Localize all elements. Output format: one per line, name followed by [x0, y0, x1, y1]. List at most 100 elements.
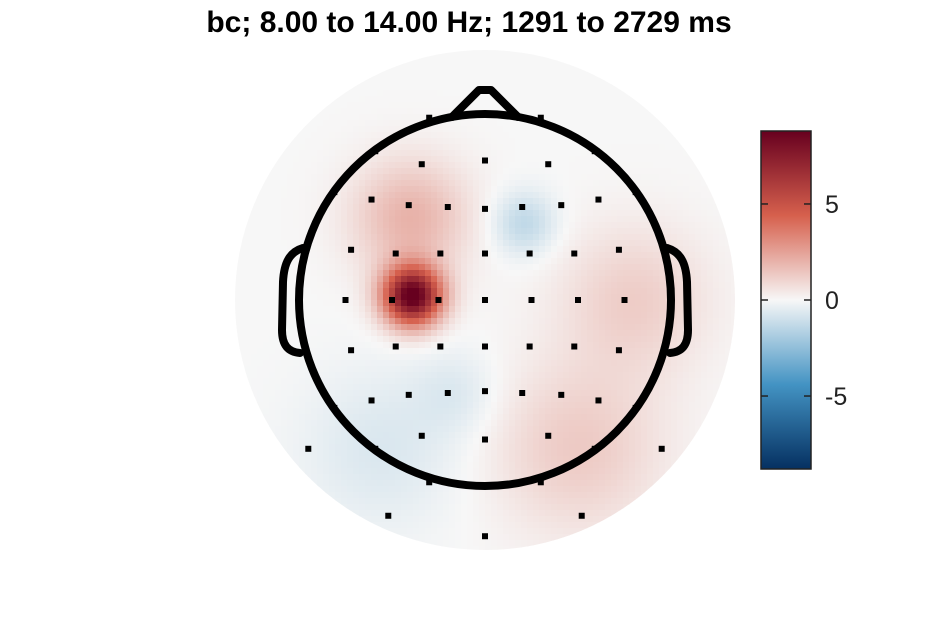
- heatmap-cell: [569, 372, 576, 379]
- heatmap-cell: [617, 276, 624, 283]
- heatmap-cell: [431, 336, 438, 343]
- heatmap-cell: [563, 372, 570, 379]
- heatmap-cell: [461, 198, 468, 205]
- heatmap-cell: [467, 150, 474, 157]
- heatmap-cell: [317, 168, 324, 175]
- heatmap-cell: [437, 288, 444, 295]
- heatmap-cell: [335, 162, 342, 169]
- heatmap-cell: [383, 96, 390, 103]
- heatmap-cell: [389, 210, 396, 217]
- heatmap-cell: [395, 108, 402, 115]
- heatmap-cell: [623, 84, 630, 91]
- heatmap-cell: [389, 252, 396, 259]
- heatmap-cell: [551, 294, 558, 301]
- heatmap-cell: [359, 312, 366, 319]
- heatmap-cell: [515, 354, 522, 361]
- heatmap-cell: [563, 300, 570, 307]
- heatmap-cell: [389, 126, 396, 133]
- heatmap-cell: [443, 252, 450, 259]
- heatmap-cell: [533, 264, 540, 271]
- heatmap-cell: [617, 54, 624, 61]
- heatmap-cell: [251, 204, 258, 211]
- heatmap-cell: [371, 342, 378, 349]
- heatmap-cell: [317, 198, 324, 205]
- heatmap-cell: [359, 192, 366, 199]
- heatmap-cell: [719, 156, 726, 163]
- heatmap-cell: [515, 366, 522, 373]
- heatmap-cell: [287, 372, 294, 379]
- heatmap-cell: [515, 60, 522, 67]
- heatmap-cell: [245, 210, 252, 217]
- heatmap-cell: [473, 342, 480, 349]
- heatmap-cell: [245, 336, 252, 343]
- heatmap-cell: [509, 144, 516, 151]
- heatmap-cell: [395, 384, 402, 391]
- heatmap-cell: [311, 120, 318, 127]
- heatmap-cell: [467, 186, 474, 193]
- heatmap-cell: [545, 294, 552, 301]
- heatmap-cell: [341, 108, 348, 115]
- heatmap-cell: [281, 402, 288, 409]
- heatmap-cell: [353, 384, 360, 391]
- heatmap-cell: [353, 396, 360, 403]
- heatmap-cell: [353, 60, 360, 67]
- heatmap-cell: [677, 288, 684, 295]
- heatmap-cell: [605, 84, 612, 91]
- heatmap-cell: [719, 282, 726, 289]
- heatmap-cell: [653, 138, 660, 145]
- heatmap-cell: [569, 348, 576, 355]
- heatmap-cell: [311, 90, 318, 97]
- heatmap-cell: [533, 204, 540, 211]
- heatmap-cell: [473, 168, 480, 175]
- heatmap-cell: [731, 90, 735, 97]
- heatmap-cell: [659, 258, 666, 265]
- heatmap-cell: [611, 288, 618, 295]
- heatmap-cell: [521, 396, 528, 403]
- heatmap-cell: [377, 96, 384, 103]
- heatmap-cell: [431, 306, 438, 313]
- heatmap-cell: [359, 96, 366, 103]
- heatmap-cell: [371, 240, 378, 247]
- heatmap-cell: [623, 102, 630, 109]
- heatmap-cell: [305, 150, 312, 157]
- heatmap-cell: [383, 312, 390, 319]
- heatmap-cell: [659, 50, 666, 55]
- heatmap-cell: [731, 144, 735, 151]
- heatmap-cell: [269, 138, 276, 145]
- heatmap-cell: [263, 186, 270, 193]
- heatmap-cell: [395, 66, 402, 73]
- heatmap-cell: [605, 372, 612, 379]
- heatmap-cell: [341, 216, 348, 223]
- heatmap-cell: [365, 300, 372, 307]
- heatmap-cell: [503, 372, 510, 379]
- heatmap-cell: [485, 234, 492, 241]
- heatmap-cell: [407, 60, 414, 67]
- heatmap-cell: [235, 360, 240, 367]
- heatmap-cell: [395, 126, 402, 133]
- heatmap-cell: [467, 390, 474, 397]
- heatmap-cell: [341, 234, 348, 241]
- heatmap-cell: [419, 180, 426, 187]
- heatmap-cell: [683, 114, 690, 121]
- heatmap-cell: [557, 330, 564, 337]
- heatmap-cell: [689, 342, 696, 349]
- heatmap-cell: [455, 258, 462, 265]
- heatmap-cell: [611, 114, 618, 121]
- heatmap-cell: [731, 264, 735, 271]
- heatmap-cell: [449, 228, 456, 235]
- heatmap-cell: [251, 162, 258, 169]
- heatmap-cell: [269, 402, 276, 409]
- heatmap-cell: [263, 270, 270, 277]
- heatmap-cell: [599, 60, 606, 67]
- heatmap-cell: [497, 354, 504, 361]
- heatmap-cell: [235, 90, 240, 97]
- heatmap-cell: [635, 234, 642, 241]
- heatmap-cell: [323, 114, 330, 121]
- heatmap-cell: [497, 294, 504, 301]
- heatmap-cell: [419, 132, 426, 139]
- heatmap-cell: [419, 306, 426, 313]
- heatmap-cell: [563, 108, 570, 115]
- heatmap-cell: [587, 258, 594, 265]
- heatmap-cell: [641, 276, 648, 283]
- heatmap-cell: [401, 66, 408, 73]
